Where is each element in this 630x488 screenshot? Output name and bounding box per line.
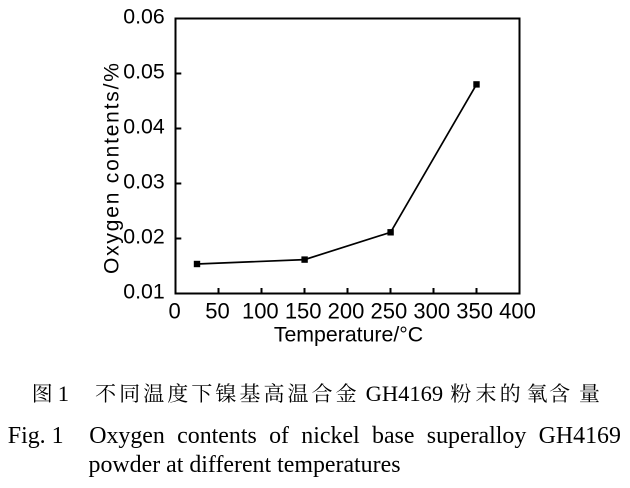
- svg-text:0.06: 0.06: [123, 4, 164, 28]
- svg-text:100: 100: [242, 299, 279, 324]
- svg-text:0.05: 0.05: [123, 59, 164, 83]
- svg-text:200: 200: [328, 299, 365, 324]
- svg-text:0.04: 0.04: [123, 114, 165, 138]
- svg-text:GH4169: GH4169: [366, 381, 444, 406]
- svg-text:Oxygen contents/%: Oxygen contents/%: [101, 61, 124, 274]
- svg-text:300: 300: [413, 299, 450, 324]
- svg-text:50: 50: [205, 299, 229, 324]
- svg-text:150: 150: [285, 299, 322, 324]
- svg-text:1: 1: [58, 381, 69, 406]
- svg-text:Temperature/°C: Temperature/°C: [274, 323, 423, 347]
- svg-text:400: 400: [499, 299, 536, 324]
- svg-text:0: 0: [168, 299, 180, 324]
- svg-text:0.02: 0.02: [123, 224, 164, 248]
- svg-text:0.03: 0.03: [123, 169, 164, 193]
- svg-text:350: 350: [456, 299, 493, 324]
- svg-text:250: 250: [371, 299, 408, 324]
- svg-text:0.01: 0.01: [123, 279, 164, 303]
